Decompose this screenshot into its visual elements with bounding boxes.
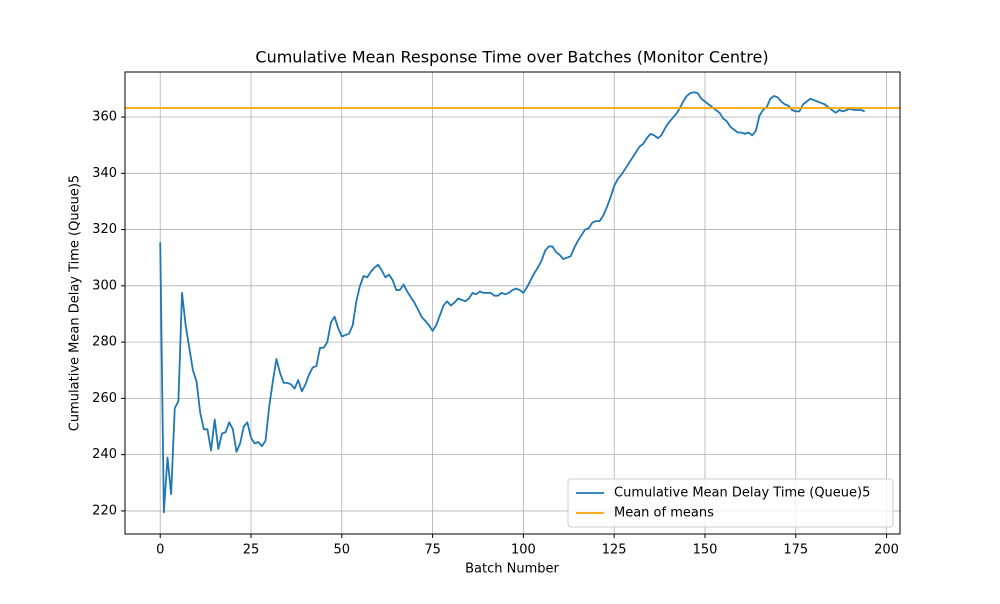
grid: 0 25 50 75 100 125 150 175 200 220 240 260 280 300 320… [92,72,900,558]
legend: Cumulative Mean Delay Time (Queue)5 Mean … [567,478,894,528]
y-tick-label: 360 [92,110,117,125]
legend-box [567,478,894,528]
x-tick-label: 25 [243,543,260,558]
legend-label: Mean of means [614,506,714,521]
y-tick-label: 280 [92,335,117,350]
x-tick-label: 0 [156,543,164,558]
x-tick-label: 125 [602,543,627,558]
x-tick-label: 75 [424,543,441,558]
x-tick-label: 175 [783,543,808,558]
y-tick-label: 240 [92,447,117,462]
data-line [159,91,866,514]
x-axis-label: Batch Number [465,562,559,577]
chart-title: Cumulative Mean Response Time over Batch… [255,48,768,67]
y-tick-label: 340 [92,166,117,181]
legend-label: Cumulative Mean Delay Time (Queue)5 [614,486,870,501]
y-tick-label: 300 [92,278,117,293]
x-tick-label: 100 [511,543,536,558]
axes-frame [124,71,901,535]
y-axis-label: Cumulative Mean Delay Time (Queue)5 [68,175,83,431]
x-tick-label: 200 [874,543,899,558]
plot-area [125,91,900,514]
x-tick-label: 50 [334,543,351,558]
y-tick-label: 220 [92,503,117,518]
x-tick-label: 150 [693,543,718,558]
y-tick-label: 260 [92,391,117,406]
y-tick-label: 320 [92,222,117,237]
